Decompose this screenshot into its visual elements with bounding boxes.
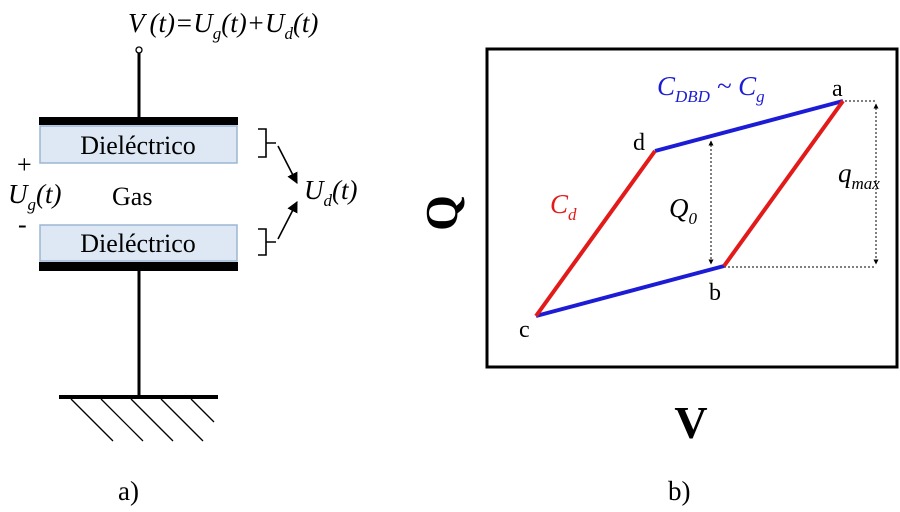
terminal-node (135, 46, 143, 54)
qmax-label: qmax (838, 158, 880, 193)
panel-a-circuit: V (t)=Ug(t)+Ud(t) Dieléctrico Gas + Ug(t)… (8, 8, 357, 506)
cd-label: Cd (550, 189, 577, 224)
edge-b-a (722, 99, 845, 268)
caption-a: a) (118, 476, 139, 506)
bottom-dielectric-label: Dieléctrico (80, 229, 196, 258)
point-a-label: a (832, 76, 843, 102)
top-bracket-arrow (277, 145, 298, 184)
gas-label: Gas (112, 182, 152, 211)
edge-c-b (535, 264, 725, 318)
voltage-formula: V (t)=Ug(t)+Ud(t) (128, 8, 318, 43)
bottom-dielectric (39, 224, 238, 262)
bottom-bracket-arrow (277, 201, 298, 240)
y-axis-label: Q (416, 195, 467, 231)
minus-sign: - (18, 210, 27, 239)
panel-b-qv-plot: Q V a b c d CDBD ~ Cg Cd Q0 qmax (416, 47, 899, 506)
point-b-label: b (709, 280, 721, 306)
x-axis-label: V (674, 397, 707, 448)
ug-label: Ug(t) (8, 179, 61, 214)
edge-d-a (654, 99, 844, 153)
top-dielectric (39, 125, 238, 164)
bottom-bracket (258, 228, 276, 256)
point-c-label: c (519, 317, 530, 343)
top-dielectric-label: Dieléctrico (80, 131, 196, 160)
bottom-electrode (39, 262, 238, 271)
top-bracket (258, 128, 276, 158)
cdbd-label: CDBD ~ Cg (657, 71, 765, 106)
plus-sign: + (17, 150, 32, 179)
caption-b: b) (668, 476, 691, 506)
ground-hatch (70, 398, 215, 442)
top-electrode (39, 117, 238, 125)
point-d-label: d (633, 130, 645, 156)
ud-label: Ud(t) (304, 175, 357, 210)
plot-frame (485, 47, 899, 369)
edge-c-d (534, 149, 657, 318)
q0-label: Q0 (669, 193, 698, 228)
